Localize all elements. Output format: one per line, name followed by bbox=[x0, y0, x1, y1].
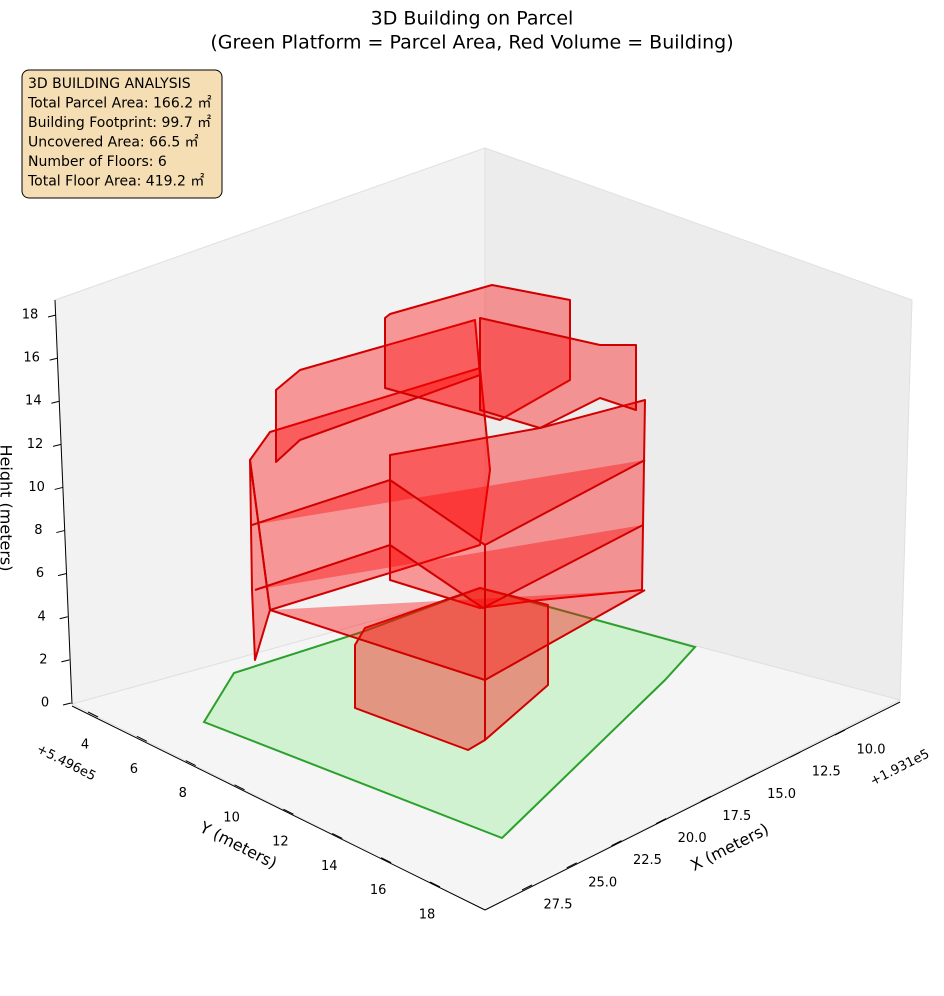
tick-label: 14 bbox=[25, 394, 42, 409]
info-line: Total Parcel Area: 166.2 ㎡ bbox=[27, 96, 212, 112]
chart-title: 3D Building on Parcel bbox=[371, 8, 574, 30]
building-wall bbox=[479, 317, 637, 429]
tick-mark bbox=[87, 711, 99, 718]
tick-mark bbox=[51, 400, 60, 404]
tick-mark bbox=[283, 808, 294, 815]
building-wall bbox=[384, 284, 571, 421]
info-line: 3D BUILDING ANALYSIS bbox=[28, 76, 191, 92]
tick-mark bbox=[57, 573, 67, 577]
parcel-platform bbox=[202, 586, 697, 840]
tick-label: 8 bbox=[34, 523, 42, 538]
tick-label: 12.5 bbox=[812, 765, 841, 780]
floor-line bbox=[254, 524, 644, 609]
tick-mark bbox=[700, 795, 712, 802]
tick-mark bbox=[61, 659, 70, 663]
tick-mark bbox=[52, 443, 62, 447]
tick-label: 14 bbox=[321, 859, 338, 874]
z-axis-label: Height (meters) bbox=[0, 445, 16, 572]
tick-label: 6 bbox=[130, 762, 138, 777]
tick-mark bbox=[745, 773, 756, 780]
tick-mark bbox=[54, 486, 63, 490]
tick-label: 8 bbox=[179, 786, 187, 801]
info-line: Building Footprint: 99.7 ㎡ bbox=[28, 115, 211, 131]
tick-mark bbox=[611, 840, 622, 847]
tick-label: 15.0 bbox=[767, 787, 796, 802]
tick-mark bbox=[59, 616, 68, 620]
info-line: Total Floor Area: 419.2 ㎡ bbox=[27, 174, 204, 190]
tick-label: 10 bbox=[28, 480, 45, 495]
floor-pane bbox=[70, 589, 902, 911]
y-axis-label: Y (meters) bbox=[196, 817, 280, 872]
tick-label: 25.0 bbox=[588, 875, 617, 890]
tick-mark bbox=[56, 530, 65, 534]
tick-label: 18 bbox=[419, 908, 436, 923]
tick-label: 20.0 bbox=[678, 831, 707, 846]
tick-label: 22.5 bbox=[633, 853, 662, 868]
tick-mark bbox=[185, 760, 196, 767]
y-axis-line bbox=[71, 705, 486, 911]
tick-mark bbox=[566, 862, 577, 869]
tick-label: 0 bbox=[41, 696, 49, 711]
tick-mark bbox=[429, 881, 441, 888]
tick-label: 17.5 bbox=[722, 809, 751, 824]
building bbox=[249, 284, 646, 751]
tick-mark bbox=[655, 818, 667, 825]
tick-mark bbox=[521, 884, 533, 891]
tick-label: 16 bbox=[23, 351, 40, 366]
tick-label: 10.0 bbox=[857, 743, 886, 758]
tick-mark bbox=[136, 735, 148, 742]
z-axis-line bbox=[54, 299, 73, 705]
tick-label: 6 bbox=[36, 566, 44, 581]
tick-mark bbox=[380, 857, 392, 864]
chart-subtitle: (Green Platform = Parcel Area, Red Volum… bbox=[210, 32, 733, 54]
info-line: Number of Floors: 6 bbox=[28, 154, 167, 170]
info-line: Uncovered Area: 66.5 ㎡ bbox=[28, 135, 199, 151]
tick-mark bbox=[234, 784, 245, 791]
building-wall bbox=[249, 459, 271, 661]
tick-mark bbox=[49, 357, 58, 361]
tick-mark bbox=[834, 729, 846, 736]
x-axis-line bbox=[484, 701, 901, 911]
tick-label: 2 bbox=[39, 652, 47, 667]
tick-mark bbox=[332, 832, 343, 839]
tick-label: 12 bbox=[272, 835, 289, 850]
tick-label: 4 bbox=[38, 609, 46, 624]
info-box bbox=[21, 69, 223, 199]
tick-label: 27.5 bbox=[544, 898, 573, 913]
x-axis-label: X (meters) bbox=[687, 819, 771, 875]
floor-line bbox=[251, 459, 646, 546]
tick-mark bbox=[62, 702, 72, 706]
tick-label: 18 bbox=[22, 308, 39, 323]
tick-label: 10 bbox=[223, 810, 240, 825]
tick-label: 12 bbox=[27, 437, 44, 452]
tick-label: 4 bbox=[81, 738, 89, 753]
tick-mark bbox=[790, 751, 801, 758]
tick-label: 16 bbox=[370, 883, 387, 898]
tick-mark bbox=[47, 314, 57, 318]
